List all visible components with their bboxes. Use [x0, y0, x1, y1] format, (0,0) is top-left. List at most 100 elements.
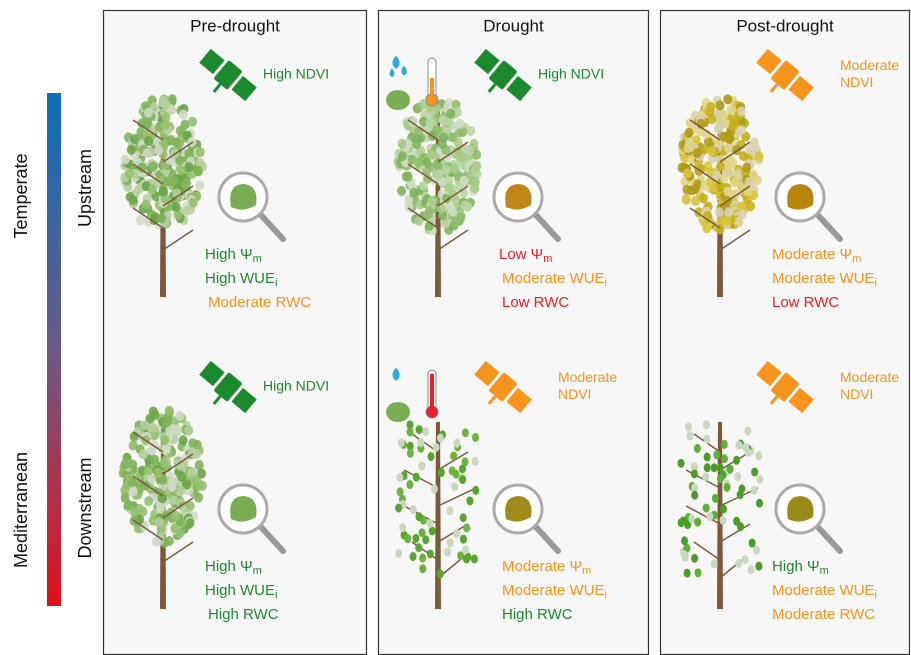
leaf	[677, 458, 685, 468]
leaf	[444, 547, 452, 557]
tree	[677, 94, 764, 297]
climate-label: Mediterranean	[11, 452, 31, 568]
satellite-icon	[199, 48, 257, 102]
leaf	[684, 127, 694, 138]
leaf	[434, 169, 444, 180]
trait-label: Moderate WUEi	[502, 270, 607, 289]
leaf	[726, 464, 734, 474]
leaf	[746, 201, 756, 212]
leaf	[688, 514, 696, 524]
magnifier-handle	[532, 523, 561, 554]
leaf	[701, 128, 711, 139]
leaf	[472, 149, 482, 160]
leaf	[154, 516, 164, 527]
leaf	[711, 170, 721, 181]
magnifier-icon	[492, 483, 561, 554]
trait-text: Moderate WUE	[772, 270, 875, 287]
leaf-sample	[505, 184, 532, 210]
leaf	[406, 448, 414, 458]
trait-subscript: i	[875, 589, 877, 601]
trait-label: High Ψm	[205, 558, 262, 577]
leaf	[168, 495, 178, 506]
satellite-panel	[474, 360, 500, 387]
leaf	[460, 143, 470, 154]
satellite-icon	[756, 360, 814, 414]
leaf	[135, 215, 145, 226]
leaf	[737, 209, 747, 220]
leaf	[719, 173, 729, 184]
leaf	[470, 183, 480, 194]
leaf	[690, 462, 698, 472]
leaf	[682, 184, 692, 195]
leaf	[723, 482, 731, 492]
leaf	[677, 518, 685, 528]
satellite-body	[214, 372, 242, 402]
leaf	[750, 485, 758, 495]
leaf	[404, 201, 414, 212]
leaf	[417, 438, 425, 448]
row-label: Downstream	[75, 457, 95, 558]
leaf	[182, 205, 192, 216]
leaf	[720, 439, 728, 449]
leaf	[450, 451, 458, 461]
climate-label: Temperate	[11, 153, 31, 238]
leaf	[188, 197, 198, 208]
leaf	[160, 119, 170, 130]
leaf	[733, 516, 741, 526]
leaf	[161, 99, 171, 110]
thermometer-level	[430, 78, 434, 98]
leaf	[422, 157, 432, 168]
magnifier-handle	[257, 523, 286, 554]
satellite-antenna	[487, 395, 497, 405]
trait-label: Low RWC	[772, 294, 839, 311]
leaf	[422, 535, 430, 545]
leaf	[148, 423, 158, 434]
leaf	[150, 454, 160, 465]
trait-subscript: m	[253, 253, 262, 265]
satellite-panel	[231, 75, 257, 102]
branch	[719, 141, 751, 163]
ndvi-label: Moderate	[840, 369, 899, 385]
branch	[407, 163, 439, 185]
leaf	[723, 94, 733, 105]
leaf	[406, 420, 414, 430]
leaf	[165, 425, 175, 436]
trait-label: High RWC	[502, 606, 573, 623]
leaf	[756, 474, 764, 484]
leaf	[427, 451, 435, 461]
leaf	[194, 492, 204, 503]
leaf	[142, 119, 152, 130]
trait-label: High Ψm	[205, 246, 262, 265]
leaf	[418, 180, 428, 191]
leaf	[729, 118, 739, 129]
leaf	[128, 440, 138, 451]
branch	[719, 523, 751, 543]
leaf	[397, 138, 407, 149]
leaf	[176, 165, 186, 176]
trait-subscript: m	[253, 565, 262, 577]
leaf	[173, 209, 183, 220]
leaf	[446, 506, 454, 516]
leaf	[452, 469, 460, 479]
trait-label: Moderate Ψm	[502, 558, 591, 577]
leaf	[446, 108, 456, 119]
leaf	[735, 558, 743, 568]
leaf	[742, 162, 752, 173]
leaf	[143, 107, 153, 118]
leaf-sample	[505, 496, 532, 522]
trait-subscript: m	[543, 253, 552, 265]
leaf	[716, 473, 724, 483]
leaf	[470, 554, 478, 564]
branch	[132, 475, 164, 497]
leaf	[691, 483, 699, 493]
drought-icons	[386, 367, 439, 422]
leaf	[406, 480, 414, 490]
magnifier-handle	[257, 211, 286, 242]
leaf	[161, 445, 171, 456]
leaf	[414, 215, 424, 226]
leaf	[703, 452, 711, 462]
leaf	[175, 410, 185, 421]
satellite-body	[771, 60, 799, 90]
leaf-icon	[386, 402, 410, 422]
leaf	[144, 136, 154, 147]
